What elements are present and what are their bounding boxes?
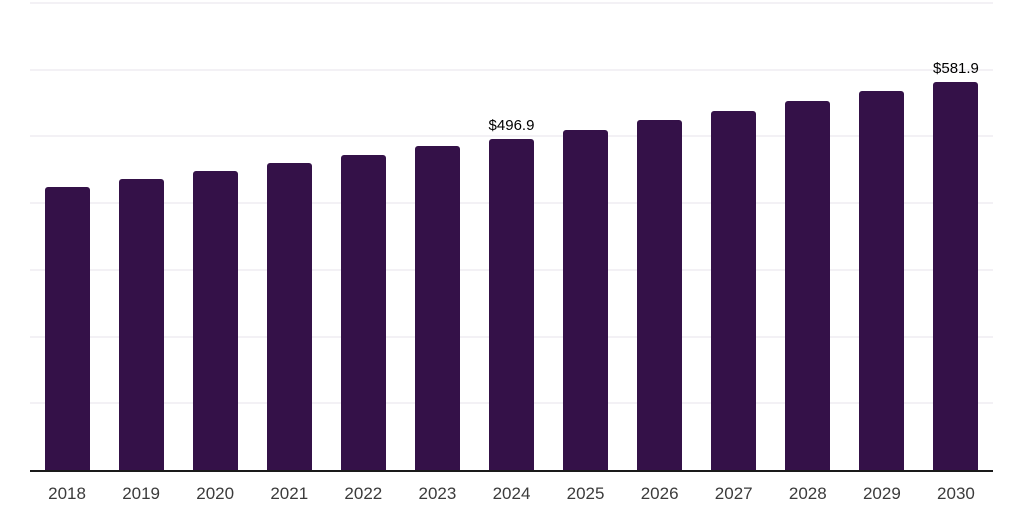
x-tick-2020: 2020: [196, 484, 235, 503]
data-label-2030: $581.9: [933, 59, 979, 77]
bar-2024: [489, 138, 534, 470]
x-tick-2025: 2025: [566, 484, 605, 503]
bar-2019: [118, 179, 164, 470]
bar-2018: [44, 186, 90, 470]
x-axis: 2018 2019 2020 2021 2022 2023 2024 2025 2026 2027…: [30, 482, 993, 506]
gridline-500: [30, 135, 993, 138]
bar-2027: [711, 110, 757, 470]
x-tick-2023: 2023: [418, 484, 457, 503]
x-tick-2027: 2027: [714, 484, 753, 503]
data-label-2024: $496.9: [488, 116, 535, 134]
x-tick-2028: 2028: [788, 484, 827, 503]
bar-2026: [637, 120, 683, 470]
gridline-700: [30, 2, 993, 4]
gridline-600: [30, 68, 993, 71]
bar-2023: [414, 145, 460, 470]
x-tick-2029: 2029: [862, 484, 901, 503]
x-tick-2030: 2030: [937, 484, 975, 503]
x-tick-2019: 2019: [122, 484, 161, 503]
bar-2025: [563, 130, 609, 470]
bar-2028: [785, 101, 831, 470]
bar-2022: [340, 154, 386, 470]
plot-area: $496.9 $581.9: [30, 2, 993, 472]
bar-2020: [192, 171, 238, 470]
x-tick-2022: 2022: [344, 484, 383, 503]
bar-2029: [859, 91, 905, 470]
x-tick-2026: 2026: [640, 484, 679, 503]
x-tick-2021: 2021: [270, 484, 309, 503]
bar-2030: [933, 81, 979, 470]
x-tick-2018: 2018: [48, 484, 86, 503]
x-tick-2024: 2024: [492, 484, 531, 503]
bar-2021: [266, 163, 312, 470]
